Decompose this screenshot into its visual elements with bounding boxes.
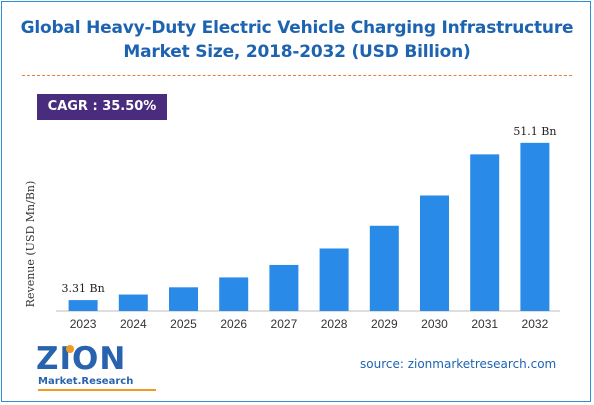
x-tick-label-2025: 2025 — [170, 317, 197, 331]
x-tick-label-2030: 2030 — [421, 317, 448, 331]
x-tick-label-2027: 2027 — [271, 317, 298, 331]
x-tick-label-2023: 2023 — [70, 317, 97, 331]
x-tick-label-2024: 2024 — [120, 317, 147, 331]
bar-2025 — [169, 287, 198, 311]
zion-logo: ZION Market.Research — [36, 341, 156, 393]
chart-title: Global Heavy-Duty Electric Vehicle Charg… — [0, 16, 594, 64]
bar-2024 — [118, 294, 148, 311]
x-tick-label-2032: 2032 — [522, 317, 549, 331]
x-tick-label-2026: 2026 — [220, 317, 247, 331]
logo-subtext: Market.Research — [38, 376, 134, 387]
bar-2028 — [319, 248, 349, 311]
logo-dot — [66, 345, 74, 353]
bar-2029 — [369, 225, 399, 311]
chart-title-line2: Market Size, 2018-2032 (USD Billion) — [123, 42, 471, 62]
source-text: source: zionmarketresearch.com — [360, 357, 557, 371]
bar-2031 — [470, 154, 500, 311]
x-tick-label-2031: 2031 — [471, 317, 498, 331]
bar-2023 — [68, 300, 98, 311]
logo-underline — [38, 389, 156, 391]
data-label-2023: 3.31 Bn — [62, 282, 105, 295]
data-label-2032: 51.1 Bn — [513, 125, 556, 138]
bar-2032 — [520, 142, 550, 311]
x-tick-label-2029: 2029 — [371, 317, 398, 331]
x-tick-label-2028: 2028 — [321, 317, 348, 331]
bar-2027 — [269, 264, 299, 311]
cagr-badge: CAGR : 35.50% — [37, 94, 167, 120]
y-axis-label: Revenue (USD Mn/Bn) — [24, 181, 37, 308]
title-divider — [22, 75, 572, 76]
bar-2026 — [219, 277, 249, 311]
logo-wordmark: ZION — [36, 341, 127, 377]
bar-2030 — [420, 195, 449, 311]
chart-title-line1: Global Heavy-Duty Electric Vehicle Charg… — [20, 18, 574, 38]
